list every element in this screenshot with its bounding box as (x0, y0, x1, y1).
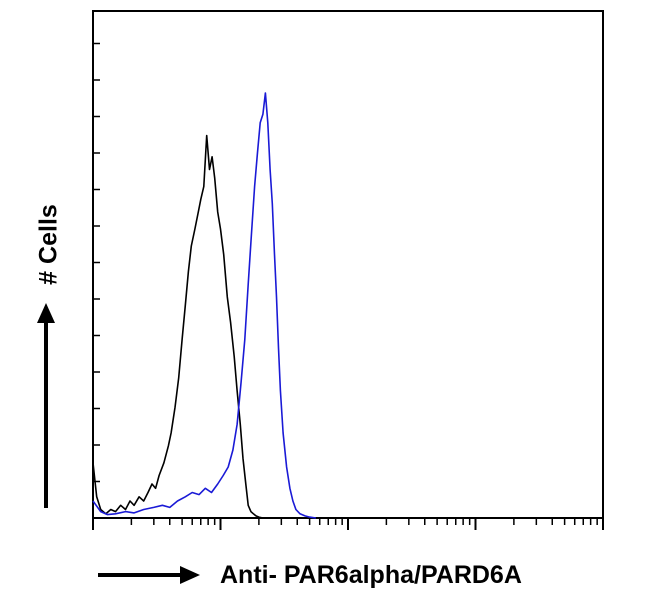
x-axis-label-group: Anti- PAR6alpha/PARD6A (96, 555, 522, 595)
x-axis-ticks (92, 518, 604, 530)
series-layer (92, 92, 317, 519)
right-arrow-icon (98, 566, 200, 584)
up-arrow-icon (37, 303, 55, 508)
y-axis-label: # Cells (34, 204, 63, 285)
y-axis-ticks (93, 42, 100, 483)
x-axis-label: Anti- PAR6alpha/PARD6A (220, 560, 522, 589)
series-line-2 (92, 92, 317, 519)
series-line-1 (92, 134, 264, 519)
y-axis-label-group: # Cells (8, 190, 72, 510)
